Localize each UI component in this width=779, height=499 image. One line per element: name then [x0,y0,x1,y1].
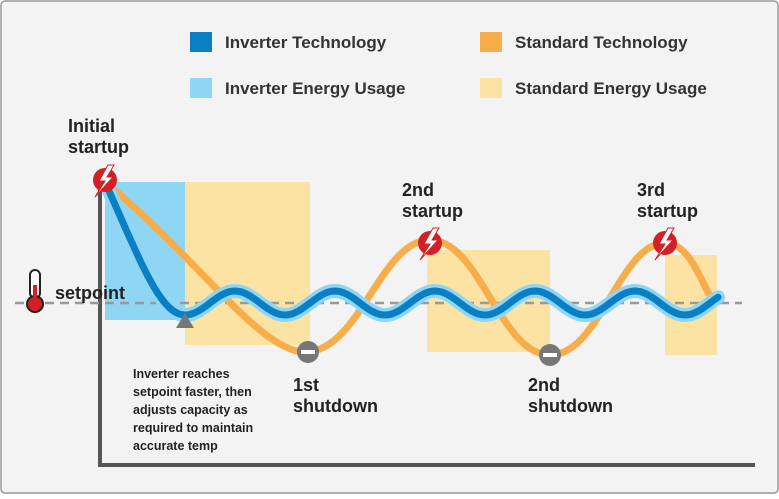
second-shutdown-label: 2nd [528,375,560,395]
legend-swatch [480,32,502,52]
thermometer [26,269,44,313]
note-label: accurate temp [133,439,218,453]
bolt [94,164,115,198]
note-label: adjusts capacity as [133,403,248,417]
startup-icon [418,227,442,261]
legend-swatch [190,78,212,98]
shutdown-icon [539,344,561,366]
note-label: setpoint faster, then [133,385,252,399]
third-startup-label: 3rd [637,180,665,200]
second-startup-label: 2nd [402,180,434,200]
legend-label: Standard Energy Usage [515,79,707,98]
bolt [654,227,675,261]
third-startup-label: startup [637,201,698,221]
legend: Inverter Technology Inverter Energy Usage… [190,32,707,98]
bolt [419,227,440,261]
legend-label: Inverter Energy Usage [225,79,405,98]
first-shutdown-label: shutdown [293,396,378,416]
initial-startup-label: startup [68,137,129,157]
note-label: Inverter reaches [133,367,230,381]
note-label: required to maintain [133,421,253,435]
legend-label: Standard Technology [515,33,688,52]
inverter-curve [101,178,722,319]
setpoint-label: setpoint [55,283,125,303]
legend-swatch [190,32,212,52]
initial-startup-label: Initial [68,116,115,136]
axes [98,185,755,467]
startup-icon [93,164,117,198]
legend-swatch [480,78,502,98]
first-shutdown-label: 1st [293,375,319,395]
shutdown-icon [297,341,319,363]
marker [176,313,194,328]
second-shutdown-label: shutdown [528,396,613,416]
legend-label: Inverter Technology [225,33,387,52]
second-startup-label: startup [402,201,463,221]
startup-icon [653,227,677,261]
